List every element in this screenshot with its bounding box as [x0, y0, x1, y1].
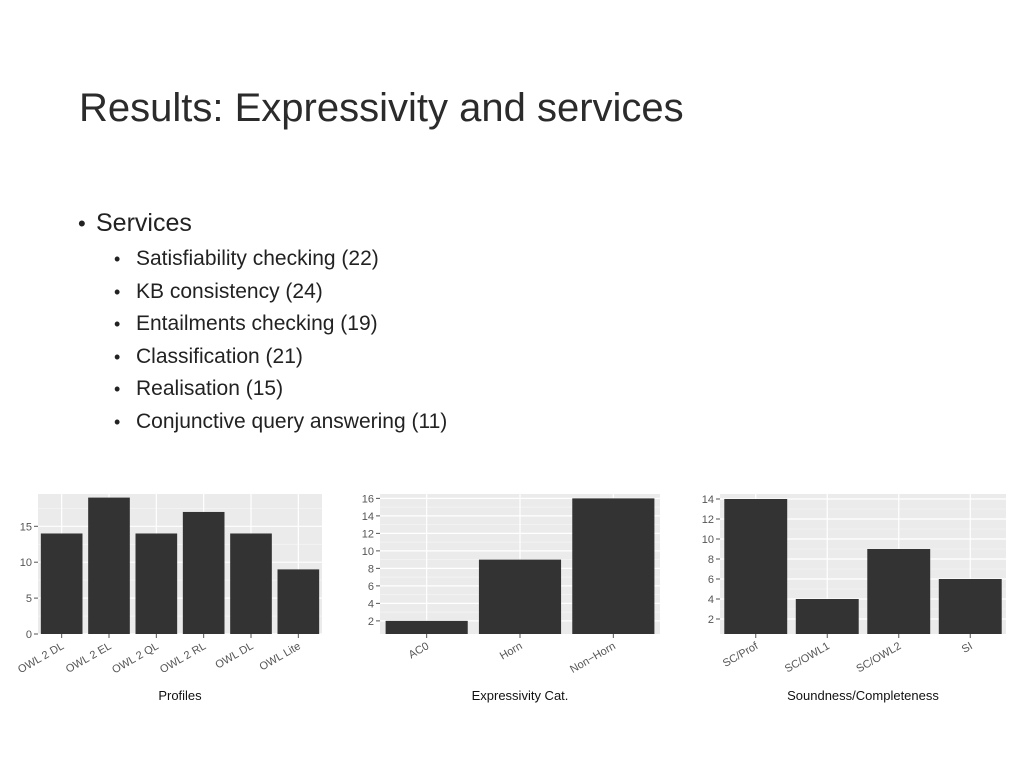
y-tick-label: 6 — [708, 574, 714, 586]
y-tick-label: 4 — [708, 594, 714, 606]
y-tick-label: 12 — [702, 514, 714, 526]
bar — [182, 511, 225, 634]
plot-panel — [38, 494, 322, 634]
bar — [724, 499, 788, 634]
bullet-dot: • — [114, 249, 121, 269]
slide-title: Results: Expressivity and services — [79, 86, 684, 130]
bar — [277, 569, 320, 634]
x-tick-label: Horn — [498, 640, 525, 662]
bar — [88, 497, 130, 634]
y-tick-label: 8 — [368, 563, 374, 575]
x-tick-label: SC/Prof — [721, 640, 761, 670]
sub-bullet-label: KB consistency (24) — [136, 279, 323, 303]
x-axis-title: Profiles — [158, 688, 202, 703]
bullet-dot: • — [114, 346, 121, 367]
x-tick-label: SC/OWL1 — [783, 640, 832, 675]
chart-soundness: 2 4 6 8 10 12 14 SC/Prof SC/OWL1 SC/OWL2 SI Soundne… — [690, 486, 1012, 708]
bar — [385, 620, 468, 634]
y-tick-label: 8 — [708, 554, 714, 566]
y-tick-label: 10 — [362, 546, 374, 558]
y-tick-label: 2 — [368, 616, 374, 628]
bullet-dot: • — [114, 379, 121, 400]
y-tick-label: 4 — [368, 598, 374, 610]
y-tick-label: 14 — [702, 494, 714, 506]
y-tick-label: 10 — [20, 557, 32, 569]
x-tick-label: OWL 2 DL — [16, 640, 66, 676]
sub-bullet-label: Satisfiability checking (22) — [136, 247, 379, 270]
y-tick-label: 14 — [362, 511, 374, 523]
bar — [795, 599, 859, 634]
sub-bullet-classification: • Classification (21) — [114, 341, 447, 374]
sub-bullet-label: Conjunctive query answering (11) — [136, 409, 448, 433]
sub-bullet-entailments: • Entailments checking (19) — [114, 308, 447, 341]
bar — [867, 549, 931, 634]
bar — [478, 559, 562, 634]
x-tick-label: AC0 — [407, 640, 432, 661]
x-tick-label: SI — [960, 640, 975, 656]
chart-expressivity-svg: 2 4 6 8 10 12 14 16 AC0 Horn Non−Horn Expressivity … — [362, 493, 660, 703]
x-tick-label: OWL 2 EL — [64, 640, 114, 676]
bullet-dot: • — [114, 281, 121, 302]
bar — [938, 579, 1002, 634]
bullet-list: • Services • Satisfiability checking (22… — [78, 206, 447, 439]
bar — [572, 498, 655, 634]
bar — [40, 533, 83, 634]
x-tick-label: Non−Horn — [568, 640, 618, 676]
chart-soundness-svg: 2 4 6 8 10 12 14 SC/Prof SC/OWL1 SC/OWL2 SI Soundne… — [702, 494, 1006, 703]
x-axis-title: Soundness/Completeness — [787, 688, 939, 703]
y-tick-label: 5 — [26, 593, 32, 605]
y-tick-label: 6 — [368, 581, 374, 593]
y-tick-label: 12 — [362, 528, 374, 540]
chart-expressivity: 2 4 6 8 10 12 14 16 AC0 Horn Non−Horn Expressivity … — [350, 486, 668, 708]
sub-bullet-satisfiability: • Satisfiability checking (22) — [114, 243, 447, 276]
sub-bullet-label: Classification (21) — [136, 344, 303, 368]
services-sub-list: • Satisfiability checking (22) • KB cons… — [114, 243, 447, 439]
y-tick-label: 15 — [20, 521, 32, 533]
chart-profiles: 0 5 10 15 OWL 2 DL OWL 2 EL OWL 2 QL OWL 2 RL OW… — [10, 486, 330, 708]
x-tick-label: OWL 2 RL — [158, 640, 208, 676]
y-tick-label: 0 — [26, 629, 32, 641]
x-tick-label: OWL Lite — [257, 640, 302, 673]
bullet-services-label: Services — [96, 209, 192, 237]
bar — [135, 533, 178, 634]
bullet-services: • Services — [78, 206, 447, 241]
sub-bullet-kb-consistency: • KB consistency (24) — [114, 276, 447, 309]
y-tick-label: 10 — [702, 534, 714, 546]
sub-bullet-label: Realisation (15) — [136, 377, 284, 401]
bullet-dot: • — [78, 211, 86, 236]
bullet-dot: • — [114, 411, 121, 432]
sub-bullet-label: Entailments checking (19) — [136, 312, 378, 336]
x-tick-label: SC/OWL2 — [854, 640, 903, 675]
y-tick-label: 16 — [362, 493, 374, 505]
bar — [230, 533, 272, 634]
y-tick-label: 2 — [708, 614, 714, 626]
sub-bullet-realisation: • Realisation (15) — [114, 373, 447, 406]
x-axis-title: Expressivity Cat. — [472, 688, 569, 703]
sub-bullet-conjunctive-query: • Conjunctive query answering (11) — [114, 406, 447, 439]
bullet-dot: • — [114, 314, 121, 335]
x-tick-label: OWL 2 QL — [110, 640, 161, 676]
x-tick-label: OWL DL — [213, 640, 255, 671]
